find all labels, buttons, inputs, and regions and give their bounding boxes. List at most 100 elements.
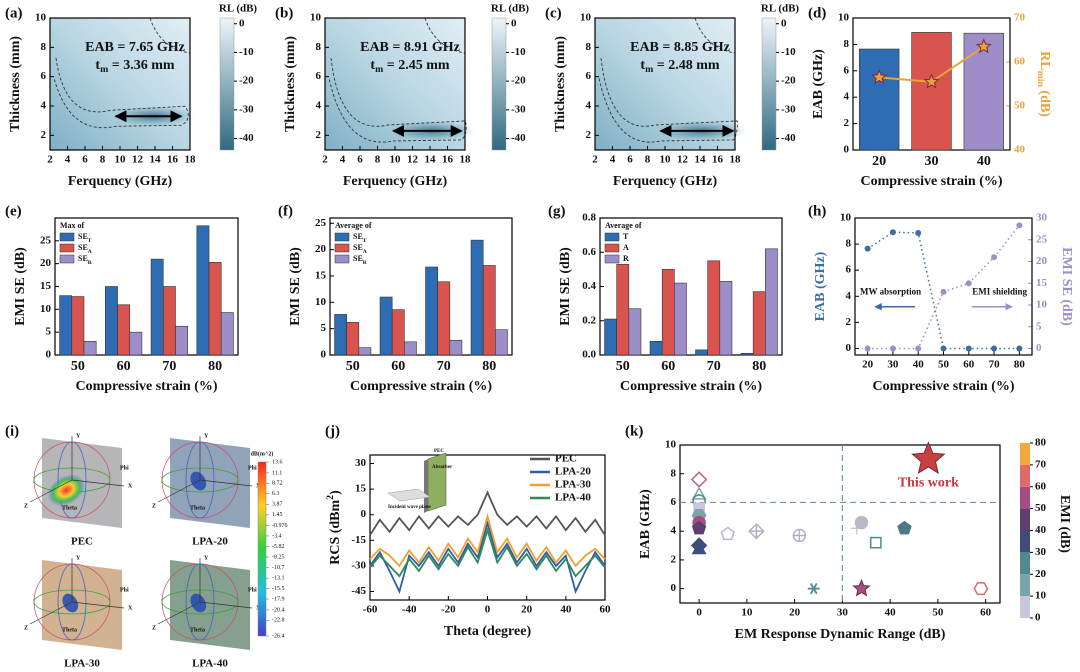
colorbar-segment	[1020, 464, 1030, 487]
x-tick-label: 70	[707, 359, 721, 374]
y-tick-label: 0.2	[582, 314, 596, 326]
y-tick-label: 0	[361, 508, 367, 520]
colorbar-tick-label: -20	[239, 75, 254, 87]
y-tick-label: 2	[844, 117, 850, 129]
x-tick-label: 10	[115, 154, 127, 166]
render-label: PEC	[71, 536, 93, 548]
x-tick-label: 12	[132, 154, 144, 166]
y-tick-label: 6	[844, 64, 850, 76]
y-tick-label: 0.4	[582, 280, 596, 292]
marker-part	[852, 578, 871, 597]
x-tick-label: 70	[437, 359, 451, 374]
y-tick-label: 0	[844, 144, 850, 156]
colorbar-tick-label: 1.45	[272, 512, 283, 518]
x-tick-label: 10	[741, 607, 753, 619]
x-tick-label: 18	[730, 154, 742, 166]
colorbar-title: EMI (dB)	[1057, 495, 1072, 553]
render-axis	[199, 479, 253, 487]
panel-label: (b)	[275, 5, 293, 21]
y-tick-label: 4	[41, 100, 47, 112]
legend-label: SET	[78, 232, 92, 244]
marker-part	[691, 486, 707, 500]
colorbar-tick-label: -17.9	[272, 596, 285, 602]
bar	[105, 286, 118, 356]
render-axis-label: Theta	[190, 627, 205, 633]
bar	[346, 322, 360, 356]
colorbar-tick-label: -30	[511, 103, 526, 115]
y-tick-label: 2	[316, 129, 322, 141]
x-axis-label: Compressive strain (%)	[620, 379, 762, 394]
x-tick-label: 18	[185, 154, 197, 166]
colorbar	[761, 17, 777, 151]
bar	[858, 48, 900, 151]
bar	[83, 340, 97, 356]
legend-label: T	[623, 232, 629, 241]
colorbar-tick-label: 60	[1035, 480, 1047, 492]
y-tick-label: 4	[586, 100, 592, 112]
y-axis-label: EAB (GHz)	[638, 489, 653, 559]
render-label: LPA-30	[64, 658, 100, 670]
x-tick-label: 30	[837, 607, 849, 619]
bar	[695, 349, 708, 356]
colorbar-segment	[1020, 530, 1030, 553]
contour	[328, 57, 467, 143]
annotation-part: t	[640, 58, 645, 73]
render-axis-label: Phi	[120, 465, 129, 471]
y-tick-label: 10	[665, 439, 677, 451]
bar	[649, 340, 663, 356]
x-tick-label: 50	[938, 359, 950, 371]
colorbar-tick-label: 40	[1035, 524, 1047, 536]
x-tick-label: 80	[208, 359, 222, 374]
line	[369, 512, 606, 568]
y-tick-label: 15	[40, 280, 52, 292]
y-tick-label: 8	[846, 238, 852, 250]
legend-swatch	[604, 243, 620, 253]
y-tick-label: 15	[315, 269, 327, 281]
contour	[424, 17, 466, 54]
x-tick-label: 60	[117, 359, 131, 374]
colorbar-tick-label: -30	[781, 103, 796, 115]
y-tick-label: 6	[316, 70, 322, 82]
y-tick-label: 8	[316, 41, 322, 53]
marker-part	[923, 73, 940, 89]
colorbar-tick-label: -40	[781, 132, 796, 144]
annotation-part: m	[375, 64, 383, 75]
y-tick-label: 10	[580, 12, 592, 24]
y-axis-label: EAB (GHz)	[811, 49, 826, 119]
legend-swatch	[334, 232, 350, 242]
bar	[963, 32, 1005, 151]
colorbar-tick-label: -15.5	[272, 586, 285, 592]
legend-label-part: SE	[78, 254, 88, 263]
y-tick-label: 2	[586, 129, 592, 141]
x-tick-label: 40	[977, 154, 991, 169]
x-tick-label: 80	[752, 359, 766, 374]
legend-label: LPA-40	[555, 492, 591, 504]
y-tick-label: 0.0	[582, 349, 596, 361]
plot-frame	[369, 454, 606, 601]
colorbar-tick-label: 11.1	[272, 470, 282, 476]
legend-title: Max of	[60, 221, 85, 230]
annotation: EAB = 7.65 GHz	[85, 40, 185, 55]
annotation: EAB = 8.91 GHz	[360, 40, 460, 55]
x-tick-label: 20	[862, 359, 874, 371]
legend-swatch	[334, 254, 350, 264]
x-tick-label: 4	[65, 154, 71, 166]
inset-absorber	[427, 452, 447, 512]
panel-label: (g)	[548, 203, 566, 219]
x-axis-label: EM Response Dynamic Range (dB)	[735, 627, 946, 642]
render-label: LPA-40	[192, 658, 228, 670]
y-axis-label-part: RCS (dBm	[328, 499, 343, 564]
x-tick-label: 12	[677, 154, 689, 166]
legend-swatch	[59, 254, 75, 264]
point	[807, 582, 820, 595]
render-axis-label: Z	[24, 625, 28, 631]
legend-label-part: A	[88, 249, 92, 255]
x-axis-label: Ferquency (GHz)	[343, 174, 448, 189]
marker-part	[897, 520, 912, 535]
legend-label: SET	[353, 232, 367, 244]
point	[748, 522, 765, 540]
annotation: EAB = 8.85 GHz	[630, 40, 730, 55]
annotation: tm = 2.45 mm	[370, 58, 449, 75]
x-tick-label: 6	[82, 154, 88, 166]
x-tick-label: 20	[872, 154, 886, 169]
